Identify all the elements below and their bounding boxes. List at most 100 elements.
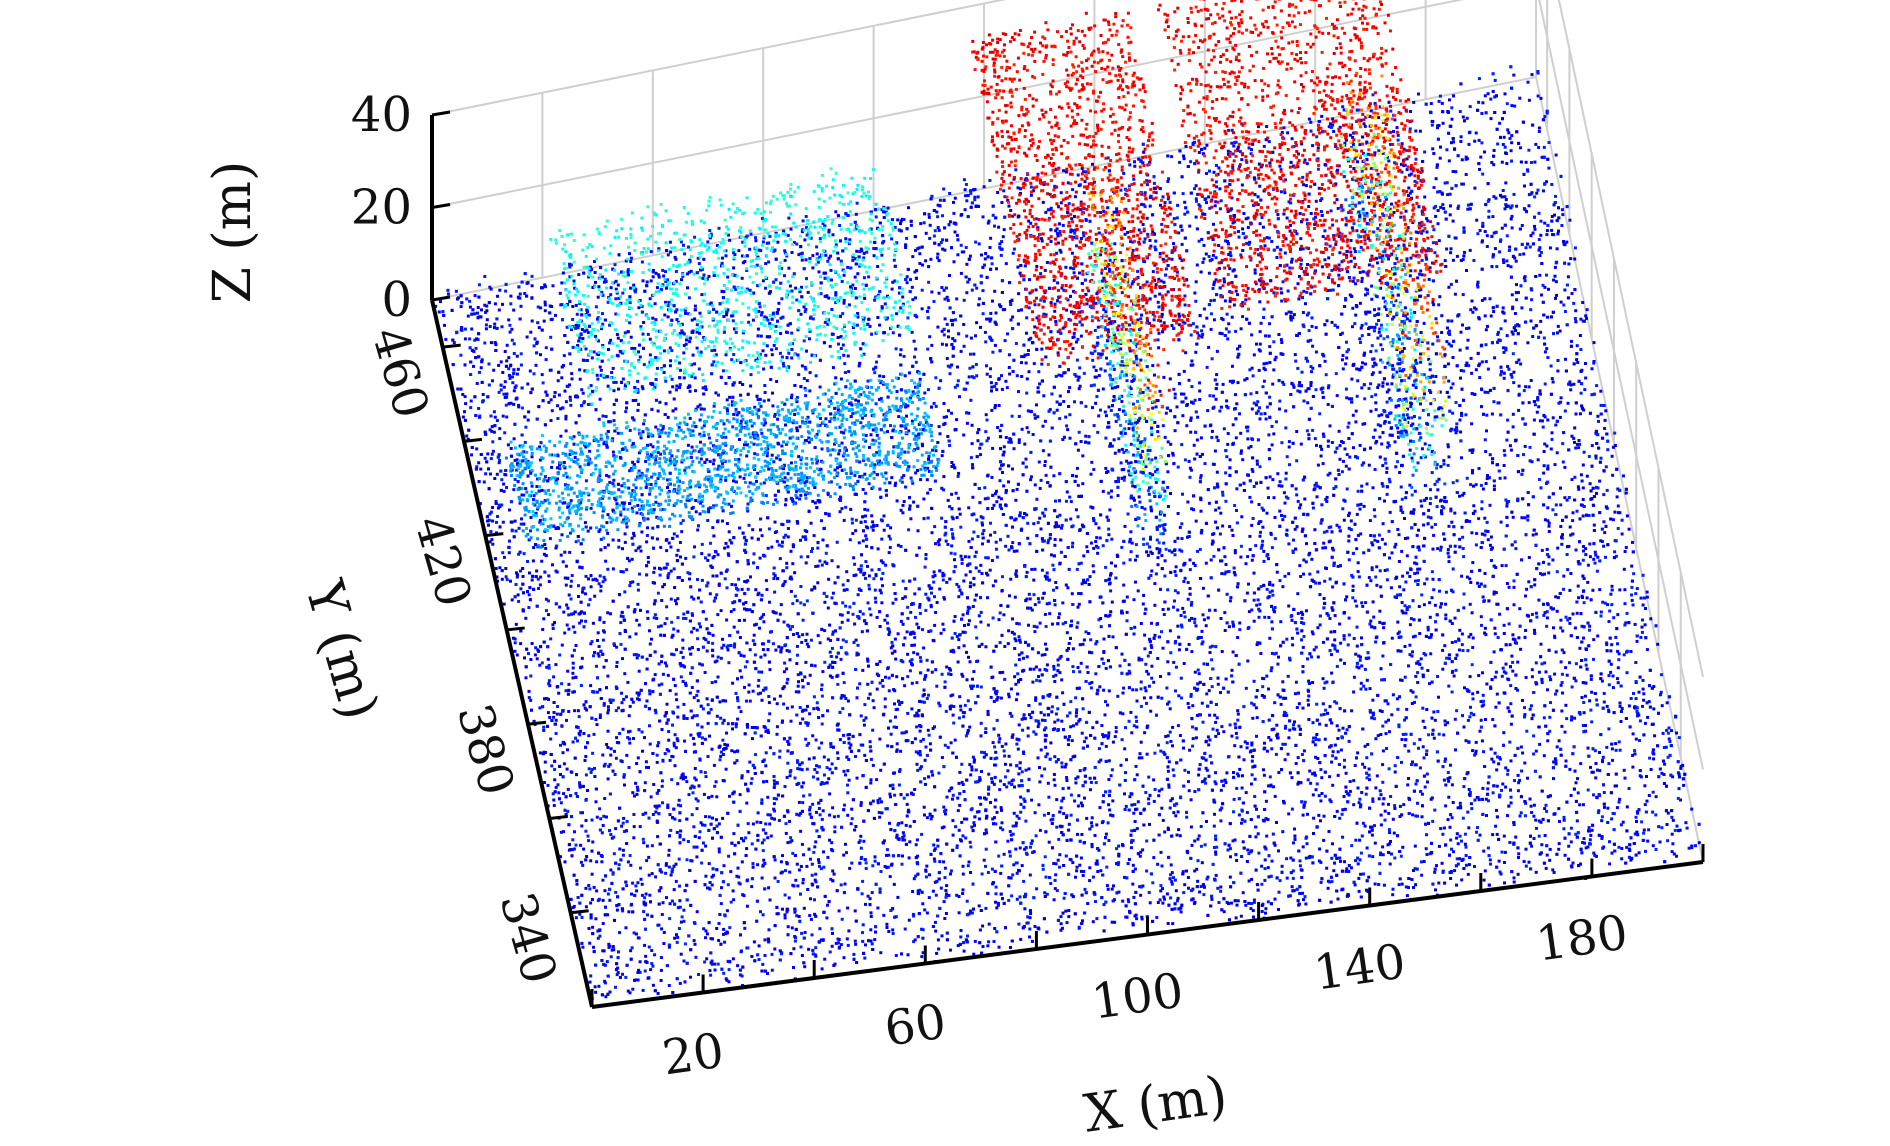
data-point — [1484, 343, 1488, 347]
data-point — [1001, 463, 1005, 467]
data-point — [891, 280, 895, 284]
data-point — [839, 377, 843, 381]
data-point — [980, 253, 983, 257]
data-point — [923, 813, 926, 817]
data-point — [1210, 897, 1214, 901]
data-point — [995, 388, 999, 392]
data-point — [536, 305, 540, 309]
data-point — [1523, 706, 1526, 710]
data-point — [808, 812, 812, 816]
data-point — [882, 239, 886, 243]
data-point — [808, 712, 812, 716]
data-point — [1550, 377, 1554, 381]
data-point — [955, 582, 959, 586]
data-point — [1383, 818, 1387, 822]
data-point — [1605, 488, 1609, 492]
data-point — [1463, 250, 1466, 254]
data-point — [1363, 422, 1367, 426]
data-point — [842, 681, 846, 685]
data-point — [922, 497, 926, 501]
data-point — [1374, 640, 1378, 644]
data-point — [636, 756, 640, 760]
data-point — [515, 468, 519, 472]
data-point — [1461, 293, 1465, 297]
data-point — [923, 466, 927, 470]
data-point — [530, 642, 534, 645]
data-point — [1464, 364, 1468, 367]
data-point — [1212, 222, 1215, 226]
data-point — [661, 901, 665, 905]
data-point — [1563, 730, 1567, 734]
data-point — [909, 396, 913, 400]
data-point — [1281, 830, 1285, 834]
data-point — [1091, 875, 1095, 879]
data-point — [1203, 146, 1207, 150]
data-point — [1173, 589, 1177, 593]
data-point — [896, 376, 900, 380]
data-point — [977, 810, 981, 814]
data-point — [1454, 668, 1458, 672]
data-point — [1094, 900, 1097, 903]
data-point — [719, 716, 723, 720]
data-point — [1365, 846, 1369, 850]
data-point — [1180, 696, 1183, 700]
data-point — [1468, 248, 1472, 252]
data-point — [1084, 434, 1088, 438]
data-point — [779, 603, 783, 607]
data-point — [1328, 798, 1332, 802]
data-point — [848, 866, 852, 870]
data-point — [739, 393, 743, 397]
data-point — [1148, 472, 1152, 476]
data-point — [911, 298, 915, 302]
data-point — [909, 223, 913, 227]
data-point — [1011, 541, 1015, 545]
data-point — [1098, 806, 1102, 810]
data-point — [933, 574, 937, 577]
data-point — [1028, 713, 1031, 717]
data-point — [1037, 803, 1041, 807]
data-point — [861, 668, 865, 672]
data-point — [1319, 799, 1323, 803]
data-point — [670, 778, 674, 782]
data-point — [1442, 733, 1446, 737]
data-point — [1454, 657, 1458, 660]
data-point — [1365, 211, 1369, 215]
data-point — [1414, 244, 1418, 248]
data-point — [604, 995, 608, 999]
data-point — [1568, 767, 1572, 771]
data-point — [1458, 628, 1462, 632]
data-point — [748, 760, 752, 764]
data-point — [584, 619, 588, 623]
data-point — [1378, 620, 1382, 624]
data-point — [1485, 814, 1488, 817]
data-point — [725, 618, 729, 622]
data-point — [1170, 257, 1174, 261]
data-point — [1278, 164, 1282, 168]
data-point — [566, 669, 570, 673]
data-point — [1512, 381, 1516, 385]
data-point — [1431, 342, 1435, 346]
data-point — [1100, 286, 1104, 290]
data-point — [667, 853, 671, 857]
data-point — [1288, 463, 1291, 467]
data-point — [935, 951, 939, 955]
data-point — [1405, 168, 1409, 172]
data-point — [1437, 303, 1441, 307]
data-point — [777, 301, 781, 305]
data-point — [1268, 583, 1271, 586]
data-point — [1489, 535, 1493, 539]
data-point — [1331, 288, 1335, 292]
data-point — [1234, 436, 1238, 440]
data-point — [1055, 231, 1059, 235]
data-point — [569, 597, 573, 601]
data-point — [1589, 833, 1593, 837]
data-point — [1379, 823, 1383, 827]
data-point — [824, 551, 828, 555]
data-point — [871, 728, 875, 732]
data-point — [764, 353, 768, 357]
data-point — [879, 381, 883, 385]
data-point — [786, 841, 790, 845]
data-point — [784, 533, 788, 537]
data-point — [1124, 272, 1128, 276]
data-point — [1078, 643, 1082, 647]
